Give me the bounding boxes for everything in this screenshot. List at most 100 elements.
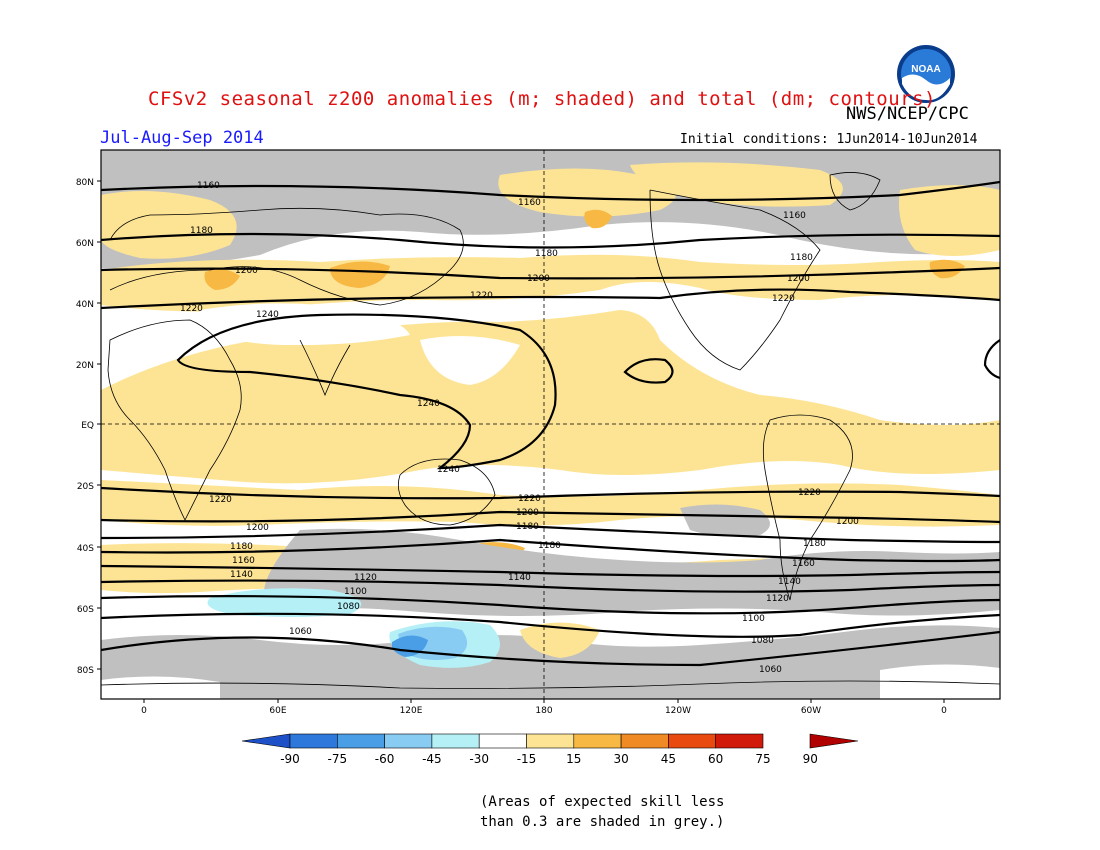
contour-layer bbox=[101, 180, 1000, 667]
antarctic-yellow-patch bbox=[520, 622, 600, 658]
contour-label: 1220 bbox=[180, 304, 203, 314]
contour-label: 1220 bbox=[772, 294, 795, 304]
colorbar-label: -75 bbox=[327, 752, 347, 766]
colorbar-cell bbox=[336, 733, 385, 749]
india-coastline bbox=[299, 339, 351, 397]
contour-1060-south bbox=[101, 630, 1000, 667]
north-america-coastline bbox=[649, 189, 821, 371]
colorbar-cell bbox=[526, 733, 575, 749]
colorbar-cell bbox=[384, 733, 433, 749]
initial-conditions-label: Initial conditions: 1Jun2014-10Jun2014 bbox=[680, 132, 978, 147]
latitude-ticks bbox=[97, 180, 101, 670]
colorbar-label: -30 bbox=[469, 752, 489, 766]
contour-label: 1100 bbox=[742, 614, 765, 624]
nh-orange-patch bbox=[929, 259, 965, 279]
contour-label: 1200 bbox=[235, 266, 258, 276]
arctic-yellow-patch bbox=[101, 191, 237, 259]
colorbar-label: -90 bbox=[280, 752, 300, 766]
contour-label: 1140 bbox=[778, 577, 801, 587]
colorbar-label: 45 bbox=[661, 752, 676, 766]
contour-label: 1200 bbox=[527, 274, 550, 284]
contour-label: 1120 bbox=[354, 573, 377, 583]
colorbar-cell bbox=[620, 733, 669, 749]
sh-grey-patch bbox=[680, 504, 770, 537]
colorbar: -90 -75 -60 -45 -30 -15 15 30 45 60 75 90 bbox=[241, 733, 859, 766]
lon-label: 0 bbox=[941, 706, 947, 716]
tropics-yellow-region bbox=[101, 310, 1000, 484]
contour-label: 1060 bbox=[289, 627, 312, 637]
colorbar-label: -45 bbox=[422, 752, 442, 766]
contour-1240-loop bbox=[176, 313, 557, 470]
longitude-ticks bbox=[143, 699, 945, 703]
lat-label: 40S bbox=[77, 544, 94, 554]
antarctica-coastline bbox=[101, 680, 1000, 689]
contour-label: 1160 bbox=[792, 559, 815, 569]
contour-1080-south bbox=[101, 612, 1000, 638]
contour-1120-south bbox=[101, 579, 1000, 593]
contour-label: 1200 bbox=[516, 508, 539, 518]
contour-label: 1200 bbox=[246, 523, 269, 533]
chart-title: CFSv2 seasonal z200 anomalies (m; shaded… bbox=[148, 88, 936, 110]
contour-label: 1240 bbox=[437, 465, 460, 475]
antarctic-white-patch bbox=[101, 676, 220, 699]
contour-label: 1220 bbox=[798, 488, 821, 498]
nh-orange-patch bbox=[204, 269, 240, 290]
contour-label: 1180 bbox=[803, 539, 826, 549]
contour-label: 1140 bbox=[508, 573, 531, 583]
contour-label: 1180 bbox=[538, 541, 561, 551]
contour-label: 1140 bbox=[230, 570, 253, 580]
colorbar-label: 30 bbox=[613, 752, 628, 766]
contour-label: 1080 bbox=[337, 602, 360, 612]
europe-asia-coastline bbox=[109, 207, 464, 306]
lon-label: 120W bbox=[665, 706, 691, 716]
agency-label: NWS/NCEP/CPC bbox=[846, 104, 969, 124]
lon-label: 180 bbox=[535, 706, 552, 716]
south-america-coastline bbox=[762, 414, 853, 601]
colorbar-cell bbox=[809, 733, 859, 749]
lon-label: 0 bbox=[141, 706, 147, 716]
contour-label: 1240 bbox=[417, 399, 440, 409]
colorbar-label: 15 bbox=[566, 752, 581, 766]
contour-label: 1160 bbox=[197, 181, 220, 191]
colorbar-cell bbox=[289, 733, 338, 749]
colorbar-label: 60 bbox=[708, 752, 723, 766]
contour-1220-north bbox=[101, 288, 1000, 310]
lat-label: 80S bbox=[77, 666, 94, 676]
contour-1200-north bbox=[101, 266, 1000, 280]
coastline-layer bbox=[101, 172, 1000, 689]
lat-label: 60N bbox=[76, 239, 94, 249]
contour-label: 1200 bbox=[787, 274, 810, 284]
contour-1180-south bbox=[101, 523, 1000, 544]
contour-label: 1180 bbox=[516, 522, 539, 532]
contour-1220-south bbox=[101, 486, 1000, 500]
colorbar-cell bbox=[715, 733, 764, 749]
contour-label: 1160 bbox=[518, 198, 541, 208]
lon-label: 60E bbox=[269, 706, 286, 716]
contour-label: 1220 bbox=[518, 494, 541, 504]
colorbar-cell bbox=[241, 733, 291, 749]
lat-label: 80N bbox=[76, 178, 94, 188]
contour-1240-small-loop bbox=[623, 358, 674, 384]
period-label: Jul-Aug-Sep 2014 bbox=[100, 128, 264, 148]
lat-label: 20S bbox=[77, 482, 94, 492]
tropics-white-gap bbox=[660, 298, 860, 368]
shading-layer bbox=[101, 150, 1000, 699]
contour-label: 1080 bbox=[751, 636, 774, 646]
sh-grey-region bbox=[264, 528, 1000, 616]
lat-label: 60S bbox=[77, 605, 94, 615]
colorbar-label: -15 bbox=[517, 752, 537, 766]
colorbar-cell bbox=[478, 733, 527, 749]
contour-1140-south bbox=[101, 564, 1000, 578]
lat-label: EQ bbox=[81, 421, 94, 431]
skill-note-line2: than 0.3 are shaded in grey.) bbox=[480, 814, 725, 830]
lon-label: 120E bbox=[400, 706, 423, 716]
contour-1160-north bbox=[101, 180, 1000, 202]
contour-1240-east-edge bbox=[983, 339, 1000, 380]
contour-label: 1220 bbox=[470, 291, 493, 301]
latitude-axis: 80N 60N 40N 20N EQ 20S 40S 60S 80S bbox=[76, 178, 94, 676]
contour-label: 1160 bbox=[783, 211, 806, 221]
skill-note-line1: (Areas of expected skill less bbox=[480, 794, 725, 810]
contour-1180-north bbox=[101, 232, 1000, 249]
longitude-axis: 0 60E 120E 180 120W 60W 0 bbox=[141, 706, 947, 716]
arctic-yellow-patch bbox=[630, 162, 843, 207]
